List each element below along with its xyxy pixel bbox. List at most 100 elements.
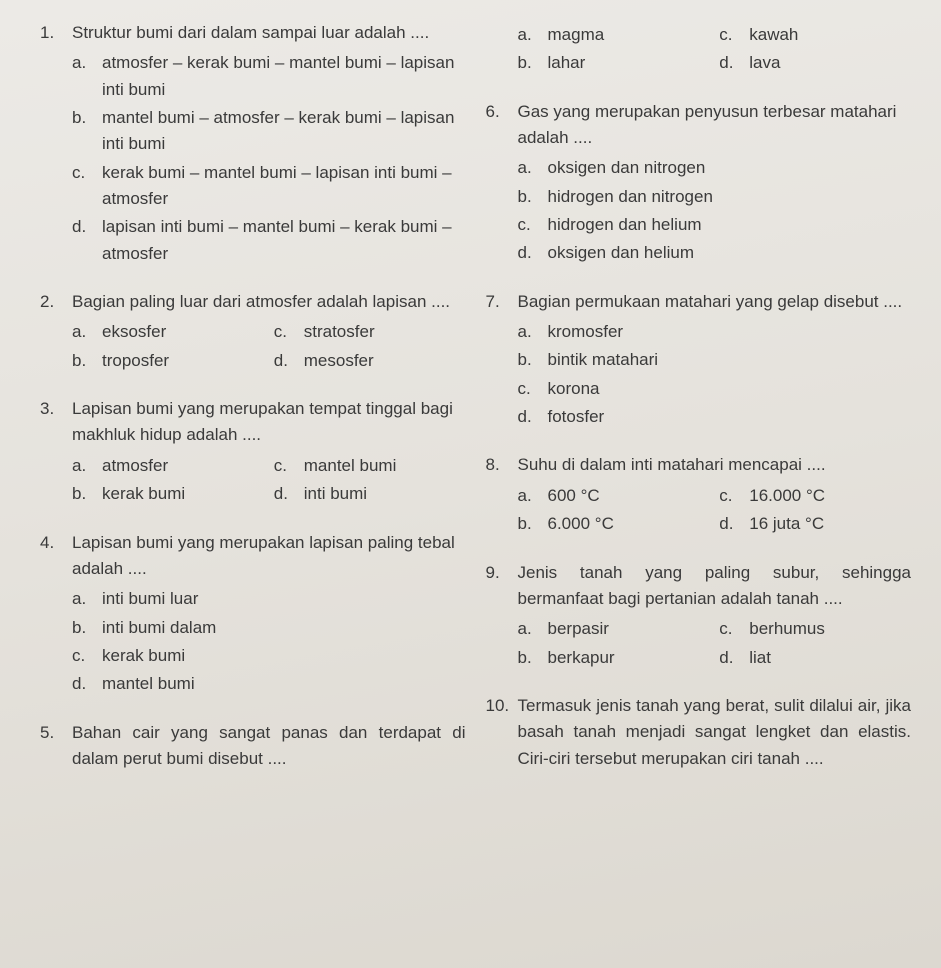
right-column: a.magmac.kawahb.lahard.lava6.Gas yang me…: [486, 20, 912, 798]
option-text: berpasir: [548, 616, 710, 642]
option: d.lapisan inti bumi – mantel bumi – kera…: [72, 214, 466, 267]
question-body: Lapisan bumi yang merupakan tempat tingg…: [72, 396, 466, 507]
question-body: Struktur bumi dari dalam sampai luar ada…: [72, 20, 466, 267]
option-letter: d.: [518, 404, 548, 430]
question-stem: Struktur bumi dari dalam sampai luar ada…: [72, 20, 466, 46]
option-text: korona: [548, 376, 912, 402]
question: 3.Lapisan bumi yang merupakan tempat tin…: [40, 396, 466, 507]
option-letter: b.: [518, 511, 548, 537]
option-text: mantel bumi: [304, 453, 466, 479]
question: 5.Bahan cair yang sangat panas dan terda…: [40, 720, 466, 777]
option-text: kromosfer: [548, 319, 912, 345]
option-letter: a.: [518, 22, 548, 48]
option: a.600 °C: [518, 483, 710, 509]
option-text: lava: [749, 50, 911, 76]
question-body: Bagian paling luar dari atmosfer adalah …: [72, 289, 466, 374]
question-body: Suhu di dalam inti matahari mencapai ...…: [518, 452, 912, 537]
option-text: 16 juta °C: [749, 511, 911, 537]
option-letter: b.: [72, 481, 102, 507]
option-letter: b.: [518, 347, 548, 373]
option-text: inti bumi luar: [102, 586, 466, 612]
option-letter: b.: [72, 615, 102, 641]
option: a.oksigen dan nitrogen: [518, 155, 912, 181]
question: a.magmac.kawahb.lahard.lava: [486, 20, 912, 77]
option-letter: d.: [72, 214, 102, 267]
option-text: berhumus: [749, 616, 911, 642]
question: 7.Bagian permukaan matahari yang gelap d…: [486, 289, 912, 431]
question-stem: Lapisan bumi yang merupakan tempat tingg…: [72, 396, 466, 449]
options: a.berpasirc.berhumusb.berkapurd.liat: [518, 616, 912, 671]
question-number: 4.: [40, 530, 72, 698]
option-text: stratosfer: [304, 319, 466, 345]
option-letter: c.: [719, 483, 749, 509]
option-letter: a.: [72, 319, 102, 345]
question: 1.Struktur bumi dari dalam sampai luar a…: [40, 20, 466, 267]
option: a.atmosfer – kerak bumi – mantel bumi – …: [72, 50, 466, 103]
option-letter: d.: [719, 645, 749, 671]
question-number: 9.: [486, 560, 518, 671]
option-letter: a.: [72, 453, 102, 479]
question-stem: Suhu di dalam inti matahari mencapai ...…: [518, 452, 912, 478]
question-number: 10.: [486, 693, 518, 776]
option: b.hidrogen dan nitrogen: [518, 184, 912, 210]
option-text: atmosfer – kerak bumi – mantel bumi – la…: [102, 50, 466, 103]
question: 9.Jenis tanah yang paling subur, sehingg…: [486, 560, 912, 671]
option-letter: d.: [518, 240, 548, 266]
option-letter: c.: [518, 376, 548, 402]
option: d.mantel bumi: [72, 671, 466, 697]
option-text: 600 °C: [548, 483, 710, 509]
question: 6.Gas yang merupakan penyusun terbesar m…: [486, 99, 912, 267]
option-letter: d.: [719, 50, 749, 76]
option-text: eksosfer: [102, 319, 264, 345]
option: c.hidrogen dan helium: [518, 212, 912, 238]
options: a.600 °Cc.16.000 °Cb.6.000 °Cd.16 juta °…: [518, 483, 912, 538]
option: d.lava: [719, 50, 911, 76]
option-letter: a.: [518, 483, 548, 509]
option-text: inti bumi: [304, 481, 466, 507]
option: c.kerak bumi: [72, 643, 466, 669]
option-letter: a.: [518, 616, 548, 642]
option-letter: d.: [274, 348, 304, 374]
question-body: Bagian permukaan matahari yang gelap dis…: [518, 289, 912, 431]
question-number: 6.: [486, 99, 518, 267]
options: a.atmosfer – kerak bumi – mantel bumi – …: [72, 50, 466, 267]
question-stem: Jenis tanah yang paling subur, sehingga …: [518, 560, 912, 613]
option: d.inti bumi: [274, 481, 466, 507]
option: a.kromosfer: [518, 319, 912, 345]
question-stem: Bagian paling luar dari atmosfer adalah …: [72, 289, 466, 315]
option-text: lahar: [548, 50, 710, 76]
question-number: 8.: [486, 452, 518, 537]
option-letter: b.: [518, 50, 548, 76]
option-text: hidrogen dan helium: [548, 212, 912, 238]
question-body: Termasuk jenis tanah yang berat, sulit d…: [518, 693, 912, 776]
option-text: berkapur: [548, 645, 710, 671]
option-letter: a.: [518, 319, 548, 345]
question-number: 1.: [40, 20, 72, 267]
question-number: 7.: [486, 289, 518, 431]
two-column-layout: 1.Struktur bumi dari dalam sampai luar a…: [40, 20, 911, 798]
option-letter: d.: [274, 481, 304, 507]
question-number: [486, 20, 518, 77]
options: a.inti bumi luarb.inti bumi dalamc.kerak…: [72, 586, 466, 697]
options: a.magmac.kawahb.lahard.lava: [518, 22, 912, 77]
options: a.kromosferb.bintik mataharic.koronad.fo…: [518, 319, 912, 430]
question-body: Jenis tanah yang paling subur, sehingga …: [518, 560, 912, 671]
option-text: hidrogen dan nitrogen: [548, 184, 912, 210]
option: b.6.000 °C: [518, 511, 710, 537]
option-text: troposfer: [102, 348, 264, 374]
worksheet-page: 1.Struktur bumi dari dalam sampai luar a…: [0, 0, 941, 968]
option-text: kerak bumi: [102, 481, 264, 507]
question: 10.Termasuk jenis tanah yang berat, suli…: [486, 693, 912, 776]
option: c.kerak bumi – mantel bumi – lapisan int…: [72, 160, 466, 213]
option-text: mantel bumi: [102, 671, 466, 697]
option: c.stratosfer: [274, 319, 466, 345]
question-stem: Bahan cair yang sangat panas dan terdapa…: [72, 720, 466, 773]
option: d.fotosfer: [518, 404, 912, 430]
option-letter: c.: [518, 212, 548, 238]
option: a.atmosfer: [72, 453, 264, 479]
left-column: 1.Struktur bumi dari dalam sampai luar a…: [40, 20, 466, 798]
option-letter: b.: [72, 348, 102, 374]
option-text: 16.000 °C: [749, 483, 911, 509]
option-letter: c.: [719, 22, 749, 48]
option-text: 6.000 °C: [548, 511, 710, 537]
